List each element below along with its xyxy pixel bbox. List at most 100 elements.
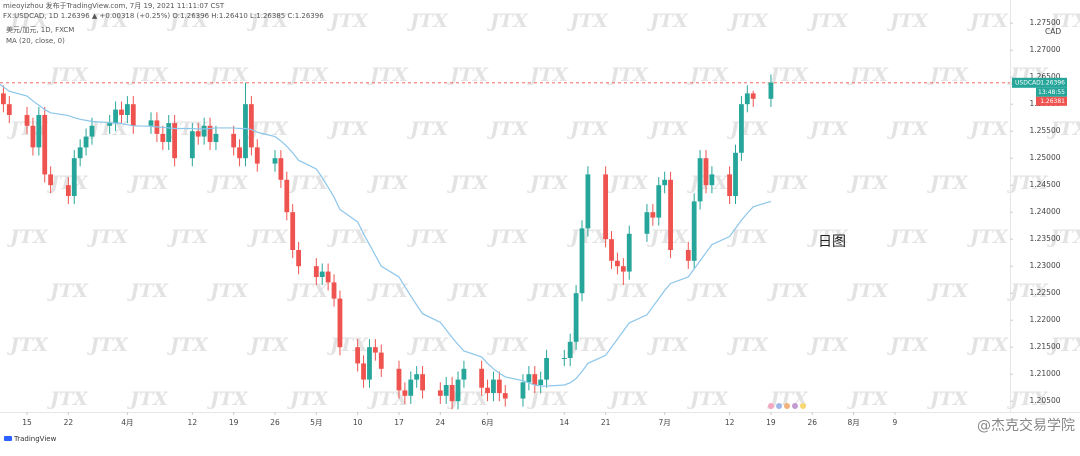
x-tick-label: 14 (560, 418, 570, 427)
watermark: JTX (7, 10, 49, 32)
candle-body (195, 131, 201, 137)
candle-body (573, 293, 579, 342)
candle-body (189, 131, 195, 159)
watermark: JTX (727, 226, 769, 248)
candle-body (355, 347, 361, 364)
candle-body (479, 368, 485, 388)
x-tick-label: 22 (64, 418, 74, 427)
candle-body (485, 387, 490, 394)
candle-body (727, 174, 733, 196)
watermark: JTX (847, 280, 889, 302)
watermark: JTX (887, 10, 929, 32)
watermark: JTX (967, 118, 1009, 140)
watermark: JTX (607, 388, 649, 410)
watermark: JTX (367, 172, 409, 194)
candle-body (520, 382, 526, 399)
watermark: JTX (1047, 226, 1080, 248)
candle-body (42, 114, 48, 175)
watermark: JTX (7, 226, 49, 248)
candle-body (331, 282, 337, 299)
candle-body (579, 228, 585, 294)
candle-body (213, 133, 219, 142)
candle-body (372, 347, 378, 353)
candle-body (544, 357, 549, 380)
watermarks: JTX JTX JTX JTX JTX JTX JTX JTX JTX JTX JTX JTX JTX J… (7, 10, 1080, 410)
candle-body (603, 174, 609, 240)
watermark: JTX (847, 388, 889, 410)
watermark: JTX (287, 64, 329, 86)
currency: CAD (1045, 27, 1061, 36)
watermark: JTX (847, 172, 889, 194)
candle-body (337, 298, 343, 348)
watermark: JTX (407, 118, 449, 140)
candle-body (538, 379, 544, 385)
candle-body (6, 104, 12, 115)
candle-body (160, 133, 166, 142)
candle-body (662, 179, 668, 186)
x-tick-label: 26 (807, 418, 817, 427)
watermark: JTX (887, 226, 929, 248)
watermark: JTX (687, 388, 729, 410)
watermark: JTX (967, 10, 1009, 32)
candle-body (77, 147, 83, 159)
candle-body (615, 260, 620, 267)
icons (768, 403, 806, 409)
watermark: JTX (487, 334, 529, 356)
candle-body (284, 179, 290, 213)
watermark: JTX (87, 334, 129, 356)
watermark: JTX (1047, 118, 1080, 140)
symbol-line: FX:USDCAD, 1D 1.26396 ▲ +0.00318 (+0.25%… (3, 12, 324, 20)
watermark: JTX (527, 280, 569, 302)
y-tick-label: 1.26500 (1029, 72, 1060, 81)
candle-body (237, 147, 242, 159)
y-tick-label: 1.25000 (1029, 153, 1060, 162)
watermark: JTX (727, 118, 769, 140)
watermark: JTX (247, 334, 289, 356)
candle-body (496, 379, 502, 394)
candle-body (248, 104, 254, 148)
candle-body (768, 82, 774, 99)
watermark: JTX (887, 334, 929, 356)
candle-body (644, 212, 650, 234)
x-tick-label: 4月 (121, 418, 133, 427)
candle-body (290, 212, 296, 250)
watermark: JTX (367, 280, 409, 302)
watermark: JTX (207, 64, 249, 86)
candle-body (119, 109, 124, 115)
watermark: JTX (447, 280, 489, 302)
candle-body (313, 266, 319, 277)
watermark: JTX (487, 226, 529, 248)
last-price-label: 1.26396 (1040, 79, 1065, 86)
watermark: JTX (407, 334, 449, 356)
candle-body (107, 123, 113, 126)
candle-body (437, 390, 443, 396)
watermark: JTX (1047, 334, 1080, 356)
plot (0, 74, 1010, 410)
watermark: JTX (247, 226, 289, 248)
watermark: JTX (327, 10, 369, 32)
y-tick-label: 1.24500 (1029, 180, 1060, 189)
annotation: 日图 (818, 234, 846, 250)
x-tick-label: 10 (353, 418, 363, 427)
symbol-label: USDCAD (1015, 79, 1041, 86)
candle-body (532, 374, 538, 385)
candle-body (414, 374, 420, 380)
candle-body (30, 125, 36, 148)
watermark: JTX (487, 118, 529, 140)
countdown-box (1036, 87, 1067, 97)
chart-name: 美元/加元, 1D, FXCM (6, 25, 74, 34)
last-price-box (1012, 77, 1067, 88)
watermark: JTX (207, 388, 249, 410)
watermark: JTX (927, 64, 969, 86)
watermark: JTX (607, 280, 649, 302)
bid-label: 1.26381 (1040, 98, 1065, 105)
x-tick-label: 21 (601, 418, 611, 427)
watermark: JTX (927, 388, 969, 410)
x-tick-label: 15 (22, 418, 32, 427)
candle-body (585, 174, 591, 229)
watermark: JTX (567, 118, 609, 140)
watermark: JTX (1047, 10, 1080, 32)
candle-body (408, 379, 414, 396)
watermark: JTX (447, 64, 489, 86)
